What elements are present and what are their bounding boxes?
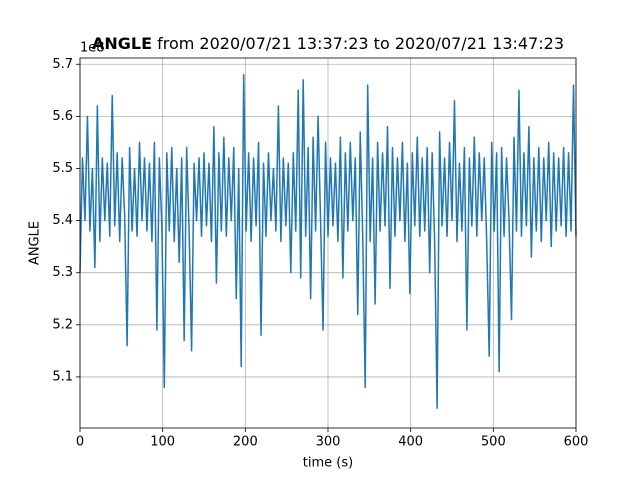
y-tick-label: 5.2: [52, 317, 73, 332]
y-tick-label: 5.6: [52, 109, 73, 124]
y-tick-label: 5.4: [52, 213, 73, 228]
x-axis-label: time (s): [303, 456, 353, 471]
y-tick-label: 5.7: [52, 57, 73, 72]
y-tick-label: 5.3: [52, 265, 73, 280]
x-tick-label: 600: [564, 435, 589, 450]
y-tick-label: 5.5: [52, 161, 73, 176]
chart-title: ANGLE from 2020/07/21 13:37:23 to 2020/0…: [92, 34, 564, 53]
ticks: 0 100 200 300 400 500 600 5.1 5.2 5.3 5.4 5.5 5.6 5.7: [52, 57, 588, 450]
title-name: ANGLE: [92, 34, 152, 53]
plot-area: [79, 73, 577, 409]
x-tick-label: 100: [150, 435, 175, 450]
offset-label: 1e8: [80, 41, 105, 56]
x-tick-label: 0: [76, 435, 84, 450]
y-tick-label: 5.1: [52, 369, 73, 384]
x-tick-label: 200: [233, 435, 258, 450]
data-line: [79, 73, 577, 409]
x-tick-label: 500: [481, 435, 506, 450]
y-axis-label: ANGLE: [28, 221, 43, 265]
title-text: from 2020/07/21 13:37:23 to 2020/07/21 1…: [157, 34, 564, 53]
x-tick-label: 400: [398, 435, 423, 450]
x-tick-label: 300: [316, 435, 341, 450]
